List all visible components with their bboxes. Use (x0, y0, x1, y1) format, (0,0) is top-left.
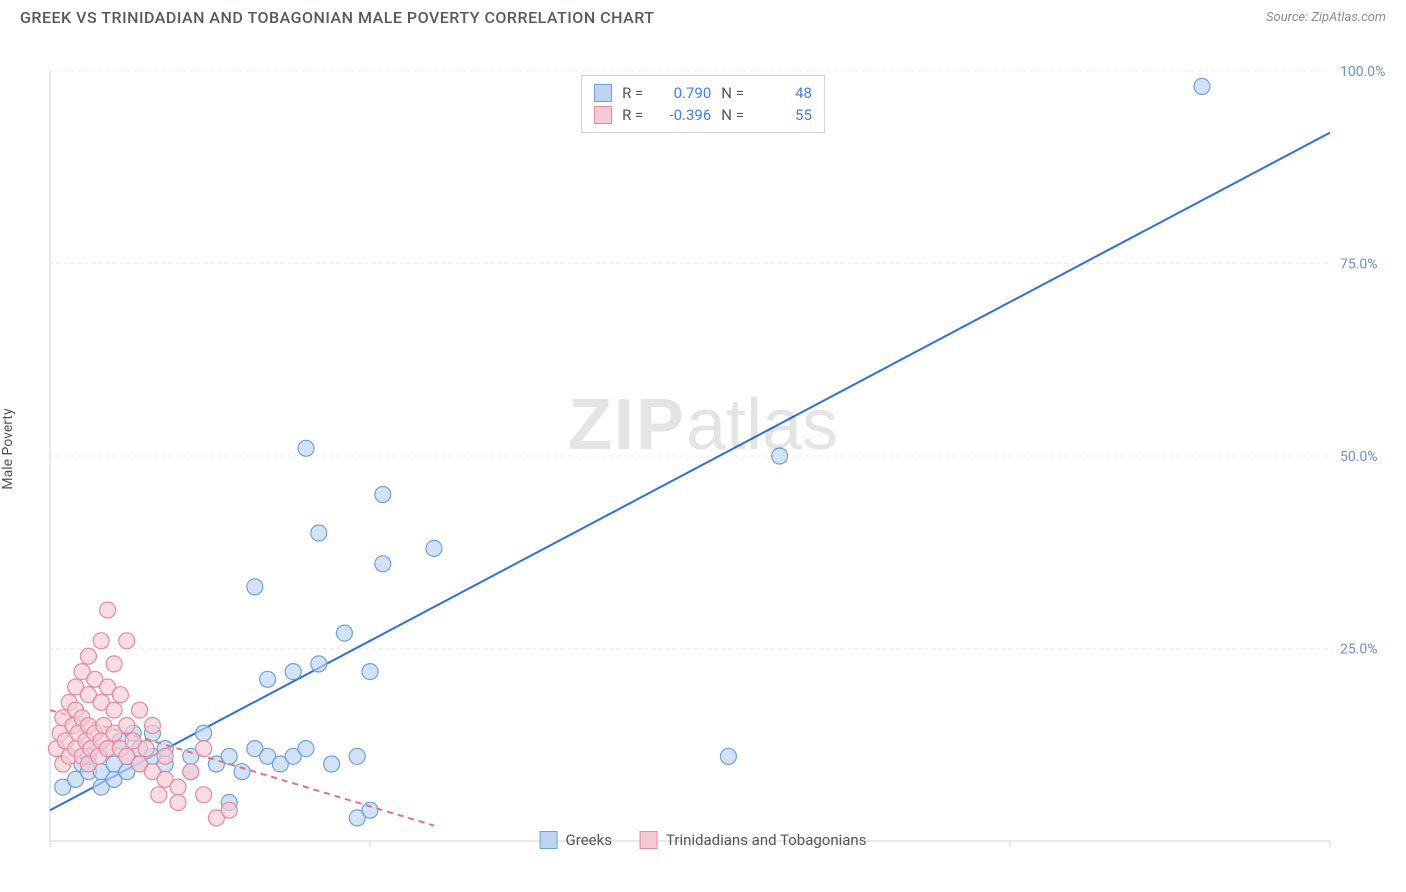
svg-text:100.0%: 100.0% (1285, 849, 1330, 851)
swatch-trinidadians (594, 106, 612, 124)
source-label: Source: ZipAtlas.com (1266, 10, 1386, 25)
svg-text:50.0%: 50.0% (1340, 449, 1378, 465)
legend-swatch-trinidadians (640, 831, 658, 849)
stats-row-greeks: R = 0.790 N = 48 (594, 82, 812, 104)
legend-swatch-greeks (540, 831, 558, 849)
svg-text:75.0%: 75.0% (1340, 257, 1378, 273)
swatch-greeks (594, 84, 612, 102)
stats-row-trinidadians: R = -0.396 N = 55 (594, 104, 812, 126)
svg-text:0.0%: 0.0% (48, 849, 78, 851)
scatter-chart: 25.0% 50.0% 75.0% 100.0% 0.0% 100.0% (0, 31, 1406, 851)
chart-area: Male Poverty ZIPatlas 25.0%50.0%75.0%100… (0, 31, 1406, 851)
legend-item-greeks: Greeks (540, 831, 612, 849)
svg-text:100.0%: 100.0% (1340, 64, 1385, 80)
svg-text:25.0%: 25.0% (1340, 642, 1378, 658)
y-axis-label: Male Poverty (0, 408, 16, 489)
legend-item-trinidadians: Trinidadians and Tobagonians (640, 831, 866, 849)
stats-legend: R = 0.790 N = 48 R = -0.396 N = 55 (581, 75, 825, 133)
chart-title: GREEK VS TRINIDADIAN AND TOBAGONIAN MALE… (20, 8, 655, 27)
series-legend: Greeks Trinidadians and Tobagonians (540, 831, 867, 849)
